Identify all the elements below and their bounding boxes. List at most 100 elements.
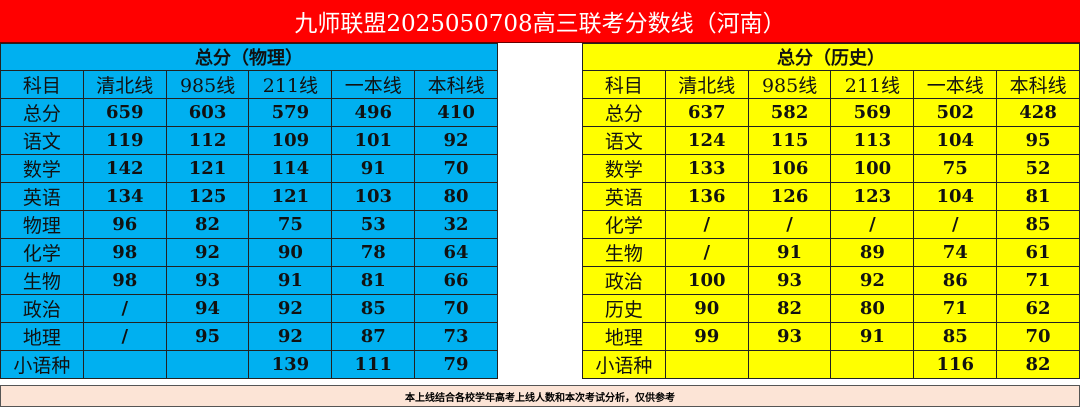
score-cell: 85 bbox=[996, 210, 1080, 239]
subject-cell: 总分 bbox=[582, 98, 666, 127]
score-cell: 496 bbox=[331, 98, 416, 127]
score-cell: 92 bbox=[248, 294, 333, 323]
score-cell: / bbox=[664, 210, 749, 239]
subject-cell: 生物 bbox=[582, 238, 666, 267]
score-cell: 80 bbox=[414, 182, 498, 211]
score-cell: 91 bbox=[747, 238, 832, 267]
score-cell: 75 bbox=[913, 154, 998, 183]
score-cell: 92 bbox=[830, 266, 915, 295]
score-cell: 659 bbox=[82, 98, 167, 127]
score-cell: 90 bbox=[248, 238, 333, 267]
table-row: 语文 119 112 109 101 92 bbox=[0, 126, 498, 155]
table-row: 英语 136 126 123 104 81 bbox=[582, 182, 1080, 211]
score-cell: 116 bbox=[913, 350, 998, 379]
score-cell: 93 bbox=[747, 322, 832, 351]
score-cell: 79 bbox=[414, 350, 498, 379]
column-header-row: 科目 清北线 985线 211线 一本线 本科线 bbox=[0, 70, 498, 99]
score-cell: / bbox=[747, 210, 832, 239]
score-cell: 92 bbox=[414, 126, 498, 155]
score-cell bbox=[664, 350, 749, 379]
table-row: 数学 142 121 114 91 70 bbox=[0, 154, 498, 183]
table-row: 政治 100 93 92 86 71 bbox=[582, 266, 1080, 295]
page-title: 九师联盟2025050708高三联考分数线（河南） bbox=[0, 0, 1080, 43]
score-cell: 70 bbox=[414, 294, 498, 323]
score-cell: 71 bbox=[913, 294, 998, 323]
score-cell: 82 bbox=[165, 210, 250, 239]
score-cell: 115 bbox=[747, 126, 832, 155]
subject-cell: 地理 bbox=[582, 322, 666, 351]
score-cell: 85 bbox=[913, 322, 998, 351]
column-header: 211线 bbox=[248, 70, 333, 99]
score-cell: 125 bbox=[165, 182, 250, 211]
subject-cell: 小语种 bbox=[582, 350, 666, 379]
subject-cell: 政治 bbox=[582, 266, 666, 295]
score-cell: 82 bbox=[747, 294, 832, 323]
subject-cell: 生物 bbox=[0, 266, 84, 295]
table-row: 小语种 139 111 79 bbox=[0, 350, 498, 379]
score-cell: 109 bbox=[248, 126, 333, 155]
score-cell: 579 bbox=[248, 98, 333, 127]
subject-cell: 政治 bbox=[0, 294, 84, 323]
table-row: 总分 659 603 579 496 410 bbox=[0, 98, 498, 127]
column-header: 985线 bbox=[165, 70, 250, 99]
subject-cell: 历史 bbox=[582, 294, 666, 323]
table-row: 生物 98 93 91 81 66 bbox=[0, 266, 498, 295]
score-cell bbox=[82, 350, 167, 379]
score-cell: 98 bbox=[82, 238, 167, 267]
table-row: 地理/95 92 87 73 bbox=[0, 322, 498, 351]
column-header: 985线 bbox=[747, 70, 832, 99]
score-cell: 126 bbox=[747, 182, 832, 211]
score-cell: 52 bbox=[996, 154, 1080, 183]
subject-cell: 英语 bbox=[0, 182, 84, 211]
score-cell: 121 bbox=[165, 154, 250, 183]
score-cell: 134 bbox=[82, 182, 167, 211]
table-heading: 总分（物理） bbox=[0, 43, 498, 71]
score-cell: 93 bbox=[747, 266, 832, 295]
score-cell: 113 bbox=[830, 126, 915, 155]
score-cell: 603 bbox=[165, 98, 250, 127]
column-header: 一本线 bbox=[331, 70, 416, 99]
score-cell: 111 bbox=[331, 350, 416, 379]
column-header-row: 科目 清北线 985线 211线 一本线 本科线 bbox=[582, 70, 1080, 99]
column-header: 清北线 bbox=[82, 70, 167, 99]
table-row: 英语 134 125 121 103 80 bbox=[0, 182, 498, 211]
score-cell: 133 bbox=[664, 154, 749, 183]
score-cell: 410 bbox=[414, 98, 498, 127]
score-cell: 91 bbox=[331, 154, 416, 183]
score-cell: 94 bbox=[165, 294, 250, 323]
score-cell: 66 bbox=[414, 266, 498, 295]
table-row: 语文 124 115 113 104 95 bbox=[582, 126, 1080, 155]
subject-cell: 物理 bbox=[0, 210, 84, 239]
score-cell: 73 bbox=[414, 322, 498, 351]
column-header: 本科线 bbox=[414, 70, 498, 99]
subject-cell: 语文 bbox=[582, 126, 666, 155]
score-cell: 106 bbox=[747, 154, 832, 183]
score-cell: / bbox=[82, 294, 167, 323]
score-cell: 87 bbox=[331, 322, 416, 351]
column-header: 一本线 bbox=[913, 70, 998, 99]
score-cell: 81 bbox=[331, 266, 416, 295]
score-cell: 502 bbox=[913, 98, 998, 127]
subject-cell: 小语种 bbox=[0, 350, 84, 379]
table-row: 小语种 116 82 bbox=[582, 350, 1080, 379]
score-cell: 96 bbox=[82, 210, 167, 239]
score-cell: 91 bbox=[248, 266, 333, 295]
score-cell: 95 bbox=[165, 322, 250, 351]
score-cell bbox=[165, 350, 250, 379]
score-cell: 123 bbox=[830, 182, 915, 211]
score-cell: 103 bbox=[331, 182, 416, 211]
table-row: 生物/91 89 74 61 bbox=[582, 238, 1080, 267]
score-cell: 93 bbox=[165, 266, 250, 295]
score-cell: 90 bbox=[664, 294, 749, 323]
score-cell: 80 bbox=[830, 294, 915, 323]
subject-cell: 数学 bbox=[582, 154, 666, 183]
score-cell: 85 bbox=[331, 294, 416, 323]
table-row: 物理 96 82 75 53 32 bbox=[0, 210, 498, 239]
score-cell: 92 bbox=[248, 322, 333, 351]
table-row: 化学 / / //85 bbox=[582, 210, 1080, 239]
score-cell: 82 bbox=[996, 350, 1080, 379]
column-header: 科目 bbox=[0, 70, 84, 99]
score-cell: 582 bbox=[747, 98, 832, 127]
history-score-table: 总分（历史） 科目 清北线 985线 211线 一本线 本科线 总分 637 582 569 502 4… bbox=[582, 43, 1080, 379]
score-cell: 136 bbox=[664, 182, 749, 211]
